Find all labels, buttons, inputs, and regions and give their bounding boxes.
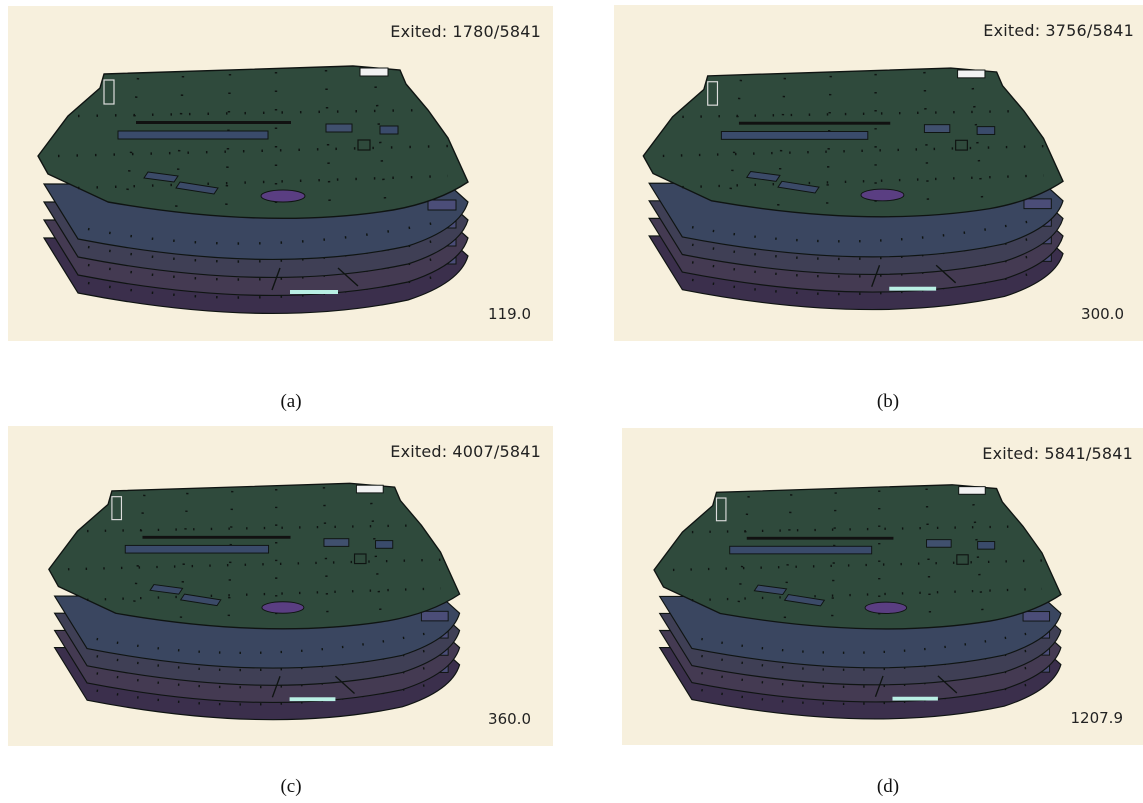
room — [745, 171, 781, 182]
deck-grid-line — [691, 587, 1043, 602]
room — [753, 584, 788, 596]
exited-label: Exited: — [390, 22, 448, 41]
corridor-room — [720, 131, 869, 140]
caption-b: (b) — [876, 391, 900, 412]
corridor-bar — [136, 121, 291, 124]
deck-hatch — [359, 67, 389, 77]
corridor-room — [729, 545, 873, 555]
room — [955, 139, 968, 151]
time-readout: 360.0 — [488, 710, 531, 728]
time-readout: 1207.9 — [1070, 709, 1124, 727]
keel-highlight — [289, 697, 336, 702]
stairway — [111, 496, 123, 521]
deck-grid-line — [77, 174, 449, 190]
time-readout: 300.0 — [1081, 305, 1124, 323]
deck-hatch — [958, 486, 986, 495]
corridor-room — [117, 130, 269, 140]
atrium — [261, 601, 305, 614]
exited-label: Exited: — [983, 21, 1041, 40]
caption-c: (c) — [280, 776, 302, 797]
top-deck — [653, 484, 1062, 630]
deck-grid-line — [682, 174, 1044, 189]
deck-hatch — [355, 484, 384, 494]
exited-value: 5841/5841 — [1044, 444, 1133, 463]
exited-counter: Exited: 1780/5841 — [390, 22, 541, 41]
atrium — [260, 189, 306, 203]
top-deck — [642, 67, 1064, 218]
corridor-room — [124, 544, 270, 554]
hull-line — [271, 675, 355, 698]
room — [926, 539, 952, 548]
stairway — [715, 497, 727, 522]
exited-value: 4007/5841 — [452, 442, 541, 461]
side-tab — [1023, 198, 1052, 210]
top-deck — [37, 65, 469, 220]
side-tab — [1022, 611, 1051, 622]
exited-label: Exited: — [390, 442, 448, 461]
room — [357, 139, 371, 151]
atrium — [860, 188, 905, 202]
deck-hatch — [957, 69, 986, 79]
keel-highlight — [290, 290, 338, 294]
room — [783, 594, 826, 607]
simulation-panel-c: Exited: 4007/5841 360.0 — [8, 426, 553, 746]
room — [379, 125, 399, 135]
simulation-panel-d: Exited: 5841/5841 1207.9 — [622, 428, 1143, 745]
exited-label: Exited: — [982, 444, 1040, 463]
room — [956, 554, 969, 565]
room — [179, 593, 222, 607]
room — [777, 180, 820, 194]
room — [923, 124, 951, 133]
caption-a: (a) — [280, 391, 302, 412]
side-tab — [427, 199, 457, 211]
exited-value: 1780/5841 — [452, 22, 541, 41]
stairway — [707, 81, 719, 106]
corridor-bar — [738, 121, 891, 125]
hull-line — [871, 264, 957, 287]
ship-deck-model — [37, 65, 469, 314]
room — [323, 538, 350, 547]
corridor-bar — [142, 535, 291, 539]
room — [976, 126, 996, 135]
exited-counter: Exited: 3756/5841 — [983, 21, 1134, 40]
simulation-panel-a: Exited: 1780/5841 119.0 — [8, 6, 553, 341]
simulation-panel-b: Exited: 3756/5841 300.0 — [614, 5, 1143, 341]
caption-d: (d) — [876, 776, 900, 797]
deck-grid-line — [87, 587, 441, 601]
side-tab — [420, 610, 449, 622]
room — [149, 584, 184, 595]
time-readout: 119.0 — [488, 305, 531, 323]
keel-highlight — [889, 286, 937, 291]
room — [375, 540, 394, 549]
room — [143, 171, 179, 183]
room — [353, 553, 367, 565]
exited-counter: Exited: 5841/5841 — [982, 444, 1133, 463]
room — [325, 123, 353, 133]
keel-highlight — [892, 696, 938, 701]
ship-deck-model — [642, 67, 1064, 311]
exited-value: 3756/5841 — [1045, 21, 1134, 40]
stairway — [103, 79, 115, 105]
atrium — [864, 601, 908, 614]
ship-deck-model — [653, 484, 1062, 720]
top-deck — [48, 482, 461, 630]
exited-counter: Exited: 4007/5841 — [390, 442, 541, 461]
corridor-bar — [746, 536, 894, 540]
room — [977, 541, 996, 550]
room — [175, 181, 219, 195]
hull-line — [271, 267, 359, 291]
ship-deck-model — [48, 482, 461, 721]
hull-line — [874, 675, 958, 697]
